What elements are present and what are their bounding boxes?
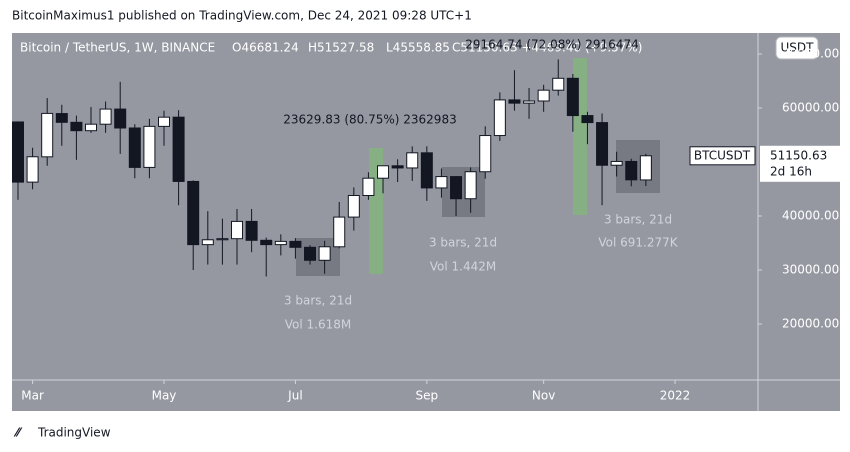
candle-body (493, 99, 506, 137)
x-tick-label: 2022 (660, 389, 691, 403)
measure-box (442, 167, 485, 217)
candle-body (581, 115, 594, 124)
ohlc-value: L45558.85 (386, 41, 450, 55)
candle-body (26, 156, 39, 183)
candle-body (552, 77, 565, 91)
y-tick-label: 40000.00 (782, 209, 839, 223)
candle-body (377, 165, 390, 179)
candle-body (391, 165, 404, 169)
annotation: 3 bars, 21d (604, 213, 672, 227)
annotation: 3 bars, 21d (284, 294, 352, 308)
candle-body (114, 108, 127, 129)
candle-body (158, 116, 171, 127)
candle-body (274, 240, 287, 246)
currency: USDT (781, 41, 815, 55)
ohlc-value: H51527.58 (308, 41, 374, 55)
currency-button[interactable] (775, 36, 819, 60)
candle-body (362, 177, 375, 196)
annotation: Vol 691.277K (598, 236, 678, 250)
candle-body (128, 127, 141, 168)
candle-body (523, 100, 536, 104)
x-tick-label: May (152, 389, 177, 403)
candle-body (70, 121, 83, 132)
candle-body (318, 246, 331, 261)
last-price-box (760, 145, 840, 182)
x-tick-label: Mar (21, 389, 44, 403)
x-tick-label: Sep (416, 389, 439, 403)
candle-body (610, 160, 623, 166)
overlay: 23629.83 (80.75%) 2362983 29164.74 (72.08… (283, 36, 840, 332)
annotation: Vol 1.618M (285, 318, 351, 332)
logo: TradingView (37, 426, 111, 440)
measure-box (616, 140, 660, 193)
candle-body (464, 171, 477, 200)
candle-body (625, 160, 638, 181)
x-tick-label: Nov (532, 389, 555, 403)
annotation: 23629.83 (80.75%) 2362983 (283, 113, 456, 127)
candle-body (84, 123, 97, 132)
candles (11, 59, 652, 277)
y-tick-label: 30000.00 (782, 263, 839, 277)
candle-body (201, 239, 214, 246)
header: BitcoinMaximus1 published on TradingView… (12, 9, 472, 23)
candle-body (450, 176, 463, 200)
candle-body (347, 194, 360, 218)
candle-body (99, 108, 112, 125)
candle-body (479, 135, 492, 173)
logo-icon: ⁄⁄ (13, 426, 23, 440)
ohlc-value: O46681.24 (232, 41, 299, 55)
ohlc-value: C51150.63 +4469.40 (+9.57%) (452, 41, 642, 55)
annotation: Vol 1.442M (430, 260, 496, 274)
candle-body (566, 77, 579, 117)
x-tick-label: Jul (287, 389, 302, 403)
candle-body (333, 216, 346, 248)
annotation: 29164.74 (72.08%) 2916474 (465, 38, 638, 52)
annotation: 3 bars, 21d (429, 236, 497, 250)
ticker-label: BTCUSDT (694, 148, 751, 162)
candle-body (172, 116, 185, 182)
candle-body (41, 112, 54, 158)
candle-body (55, 113, 68, 123)
candle-body (304, 246, 317, 261)
candle-body (187, 180, 200, 246)
candle-body (260, 239, 273, 246)
y-tick-label: 70000.00 (782, 47, 839, 61)
candle-body (216, 238, 229, 241)
candle-body (406, 152, 419, 169)
chart-background (12, 33, 840, 411)
y-tick-label: 20000.00 (782, 317, 839, 331)
y-tick-label: 60000.00 (782, 101, 839, 115)
candle-body (537, 89, 550, 102)
candle-body (231, 220, 244, 240)
candle-body (596, 122, 609, 166)
ticker-label-box (689, 146, 756, 166)
symbol: Bitcoin / TetherUS, 1W, BINANCE (20, 41, 215, 55)
candle-body (245, 220, 258, 241)
candle-body (639, 155, 652, 181)
candle-body (289, 240, 302, 248)
candle-body (508, 99, 521, 104)
candle-body (435, 176, 448, 189)
last-price: 51150.63 (770, 148, 827, 162)
countdown: 2d 16h (770, 164, 812, 178)
candle-body (143, 125, 156, 168)
ohlc-legend: O46681.24 H51527.58 L45558.85 C51150.63 +44… (232, 41, 642, 55)
candle-body (420, 152, 433, 189)
candle-body (11, 121, 24, 183)
measure-box (296, 238, 340, 276)
